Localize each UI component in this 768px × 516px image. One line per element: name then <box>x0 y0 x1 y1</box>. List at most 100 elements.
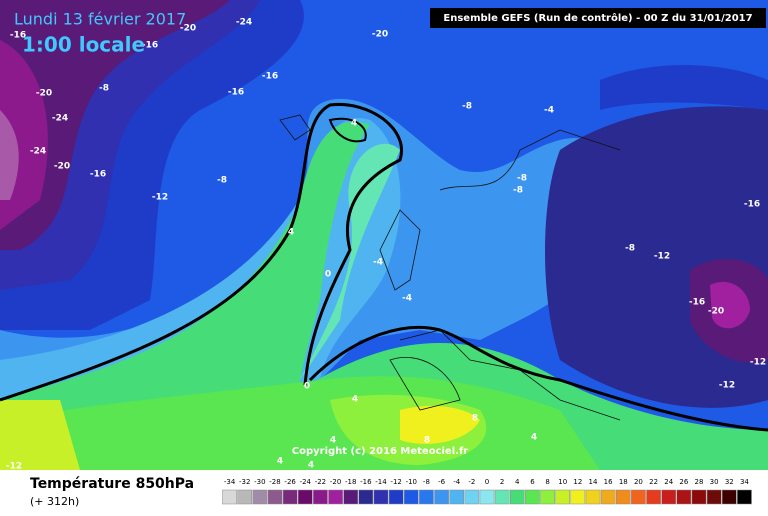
contour-label: -16 <box>262 72 278 82</box>
contour-label: -24 <box>52 114 68 124</box>
legend-swatch <box>525 489 540 505</box>
contour-label: 4 <box>277 457 283 467</box>
legend-swatch <box>691 489 707 505</box>
legend-swatch <box>676 489 692 505</box>
legend-swatch <box>646 489 661 505</box>
run-info: Ensemble GEFS (Run de contrôle) - 00 Z d… <box>443 12 752 24</box>
contour-label: -16 <box>744 200 760 210</box>
legend-tick-label: 34 <box>740 478 749 486</box>
contour-label: -12 <box>6 462 22 472</box>
contour-label: -8 <box>217 176 227 186</box>
legend-swatch <box>419 489 434 505</box>
legend-tick-label: -10 <box>406 478 417 486</box>
contour-label: -8 <box>625 244 635 254</box>
contour-label: -20 <box>708 307 724 317</box>
legend-tick-label: 6 <box>530 478 535 486</box>
legend-tick-label: 20 <box>634 478 643 486</box>
legend-tick-label: 26 <box>679 478 688 486</box>
legend-tick-label: -22 <box>315 478 326 486</box>
contour-label: 0 <box>304 382 310 392</box>
legend-tick-label: -20 <box>330 478 341 486</box>
map-date: Lundi 13 février 2017 <box>14 10 186 29</box>
legend-swatch <box>343 489 359 505</box>
contour-label: -20 <box>36 89 52 99</box>
copyright: Copyright (c) 2016 Meteociel.fr <box>292 446 469 457</box>
legend-tick-label: 22 <box>649 478 658 486</box>
legend-tick-label: -18 <box>345 478 356 486</box>
contour-label: -24 <box>30 147 46 157</box>
legend-swatch <box>661 489 677 505</box>
contour-label: 4 <box>531 433 537 443</box>
contour-label: -12 <box>152 193 168 203</box>
temperature-fields <box>0 0 768 470</box>
contour-label: 8 <box>424 436 430 446</box>
legend-swatch <box>222 489 237 505</box>
legend-swatch <box>358 489 374 505</box>
legend-tick-label: -2 <box>468 478 475 486</box>
legend-swatch <box>237 489 253 505</box>
legend-swatch <box>615 489 631 505</box>
legend-tick-label: -24 <box>300 478 312 486</box>
legend-tick-label: -34 <box>224 478 236 486</box>
legend-tick-label: 16 <box>604 478 613 486</box>
map-time: 1:00 locale <box>22 33 145 57</box>
contour-label: -24 <box>236 18 252 28</box>
legend-tick-label: 24 <box>664 478 673 486</box>
legend-swatch <box>252 489 268 505</box>
legend-swatch <box>267 489 283 505</box>
legend-swatch <box>297 489 313 505</box>
contour-label: -16 <box>689 298 705 308</box>
legend-tick-label: 2 <box>500 478 504 486</box>
legend-tick-label: 30 <box>710 478 719 486</box>
color-legend: -34 -32 -30 -28 -26 -24 -22 -20 -18 -16 -14 -12 -10-… <box>222 478 752 505</box>
contour-label: 4 <box>351 119 357 129</box>
contour-label: -12 <box>750 358 766 368</box>
legend-swatch <box>509 489 525 505</box>
legend-swatch <box>631 489 646 505</box>
legend-swatch <box>494 489 510 505</box>
legend-tick-label: -4 <box>453 478 461 486</box>
legend-swatch <box>464 489 480 505</box>
contour-label: -8 <box>462 102 472 112</box>
legend-swatch <box>555 489 571 505</box>
legend-tick-label: -14 <box>375 478 387 486</box>
contour-label: 8 <box>472 414 478 424</box>
coastlines <box>279 114 621 421</box>
contour-label: 4 <box>288 228 294 238</box>
legend-tick-label: 10 <box>558 478 567 486</box>
legend-tick-label: 18 <box>619 478 628 486</box>
legend-tick-label: 0 <box>485 478 489 486</box>
contour-label: 4 <box>352 395 358 405</box>
legend-swatch <box>403 489 419 505</box>
contour-label: -4 <box>373 258 383 268</box>
legend-tick-label: -30 <box>254 478 265 486</box>
legend-swatch <box>313 489 328 505</box>
legend-tick-label: 4 <box>515 478 520 486</box>
legend-swatch <box>388 489 404 505</box>
legend-swatch <box>373 489 389 505</box>
legend-tick-label: 12 <box>573 478 582 486</box>
legend-swatch <box>706 489 722 505</box>
contour-label: -16 <box>228 88 244 98</box>
legend-tick-label: -16 <box>360 478 372 486</box>
contour-label: -8 <box>513 186 523 196</box>
contour-label: 0 <box>325 270 331 280</box>
legend-swatch <box>434 489 449 505</box>
contour-label: -4 <box>402 294 412 304</box>
legend-swatch <box>570 489 586 505</box>
footer-lead: (+ 312h) <box>30 495 79 508</box>
legend-tick-label: 14 <box>589 478 598 486</box>
legend-swatch <box>449 489 465 505</box>
contour-label: -16 <box>90 170 106 180</box>
contour-label: 4 <box>308 461 314 471</box>
legend-swatch <box>540 489 555 505</box>
legend-swatch <box>585 489 601 505</box>
contour-label: -12 <box>719 381 735 391</box>
footer-title: Température 850hPa <box>30 476 194 492</box>
legend-tick-label: -6 <box>438 478 446 486</box>
legend-swatch <box>600 489 616 505</box>
legend-swatch <box>328 489 343 505</box>
contour-label: -8 <box>517 174 527 184</box>
contour-label: -12 <box>654 252 670 262</box>
